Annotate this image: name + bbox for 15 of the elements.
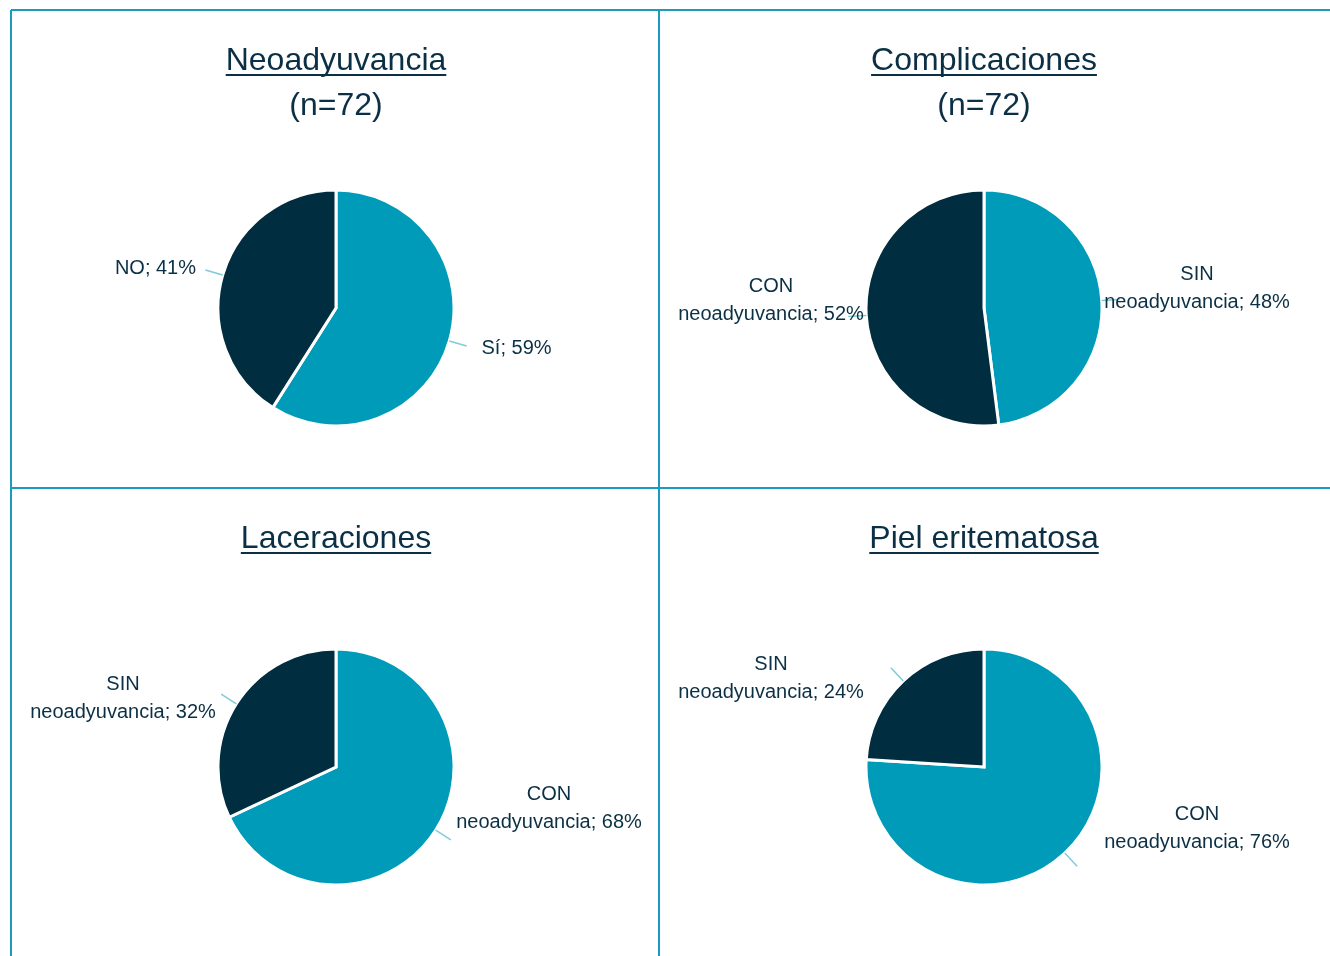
slice-label: NO; 41% bbox=[114, 256, 197, 279]
slice-label: SIN neoadyuvancia; 48% bbox=[1104, 261, 1291, 312]
slice-label: Sí; 59% bbox=[481, 335, 552, 358]
slice-label: CON neoadyuvancia; 68% bbox=[456, 782, 643, 833]
chart-subtitle: (n=72) bbox=[289, 86, 383, 122]
chart-title: Laceraciones bbox=[240, 519, 432, 555]
slice-label: SIN neoadyuvancia; 32% bbox=[30, 671, 217, 722]
pie-slice bbox=[864, 647, 1104, 887]
chart-title: Piel eritematosa bbox=[869, 519, 1099, 555]
chart-subtitle: (n=72) bbox=[937, 86, 1031, 122]
slice-label: SIN neoadyuvancia; 24% bbox=[678, 651, 865, 702]
slice-label: CON neoadyuvancia; 76% bbox=[1104, 802, 1291, 853]
slice-label: CON neoadyuvancia; 52% bbox=[678, 274, 865, 325]
chart-title: Neoadyuvancia bbox=[225, 41, 447, 77]
chart-title: Complicaciones bbox=[871, 41, 1097, 77]
